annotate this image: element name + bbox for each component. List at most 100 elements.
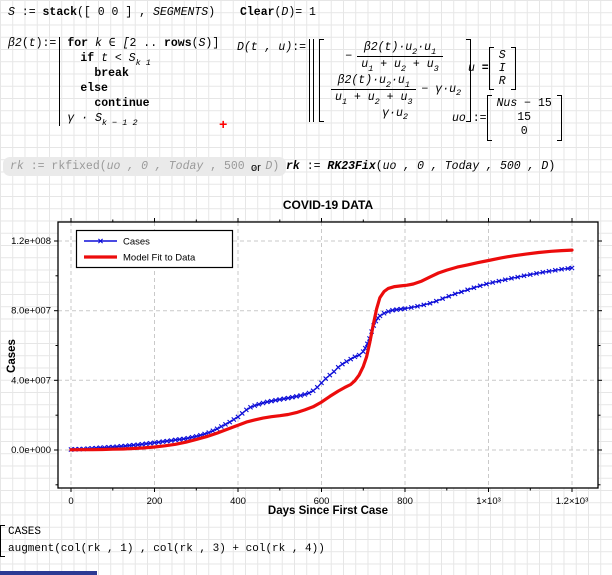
axis-ticks [54, 218, 602, 492]
x-tick-label: 400 [230, 496, 246, 507]
assign-op: := [14, 6, 43, 19]
expr: − 15 [517, 97, 552, 110]
expr-rk23fix[interactable]: rk := RK23Fix(uo , 0 , Today , 500 , D) [286, 160, 555, 173]
model-series-line [69, 248, 574, 452]
subscript: 1 [431, 46, 437, 57]
subscript: 1 [404, 79, 410, 90]
fn-rows: rows [164, 37, 192, 50]
row-nus: Nus − 15 [497, 97, 552, 111]
vector-literal: 0 0 [90, 6, 126, 19]
expr-rkfixed-disabled[interactable]: rk := rkfixed(uo , 0 , Today , 500 , D) [3, 157, 287, 176]
range: 2 .. [129, 37, 164, 50]
assign-op: := [299, 160, 328, 173]
var-S: S [128, 52, 136, 65]
var-uo: uo [452, 111, 466, 125]
program-line-return: γ · Sk − 1 2 [67, 112, 219, 128]
x-tick-label: 0 [68, 496, 73, 507]
expr: k ∈ [ [94, 37, 130, 50]
bracket-right [556, 95, 562, 141]
plot-trace-expressions[interactable]: CASES augment(col(rk , 1) , col(rk , 3) … [0, 525, 325, 557]
y-tick-label: 0.0e+000 [11, 445, 51, 456]
assign-op: := [465, 111, 487, 125]
expr-gamma-s: γ · S [67, 112, 102, 125]
matrix-subscript: k 1 [135, 57, 151, 68]
xy-plot-covid[interactable]: 0 200 400 600 800 1×10³ 1.2×10³ 0.0e+000 4.0e+00… [0, 196, 612, 526]
program-line-continue: continue [94, 97, 219, 111]
legend: Cases Model Fit to Data [75, 229, 234, 269]
ode-row-2: β2(t)·u2·u1 u1 + u2 + u3 − γ·u2 [329, 74, 462, 107]
expr-uo-vector[interactable]: uo := Nus − 15 15 0 [452, 95, 562, 141]
plus-glyph: + [219, 118, 228, 134]
trace-label-cases: CASES [8, 526, 42, 538]
subscript: 2 [402, 111, 408, 122]
var-u: u [335, 91, 342, 104]
paren: ([ [77, 6, 91, 19]
subscript: 2 [456, 88, 462, 98]
bracket-left [488, 47, 494, 90]
var-beta2: β2 [8, 37, 22, 50]
paren: ( [274, 6, 282, 19]
chart-title: COVID-19 DATA [283, 198, 374, 212]
var-D: D [541, 160, 549, 173]
var-u: u [468, 62, 475, 75]
plot-frame [57, 221, 599, 489]
program-line-for: for k ∈ [2 .. rows(S)] [67, 37, 219, 51]
expr-s-stack[interactable]: S := stack([ 0 0 ] , SEGMENTS) [8, 6, 215, 19]
var-segments: SEGMENTS [152, 6, 209, 19]
selection-bar[interactable] [0, 571, 97, 575]
args: (t , u) [243, 41, 293, 54]
kw-break: break [94, 67, 129, 80]
expr: ·u [417, 41, 432, 54]
var-today: Today [168, 160, 204, 173]
program-line-break: break [94, 67, 219, 81]
subscript: 2 [412, 46, 418, 57]
subscript: 2 [385, 79, 392, 90]
expr: (t)·u [377, 41, 413, 54]
result-vector: − β2(t)·u2·u1 u1 + u2 + u3 β2(t)·u2·u1 u… [319, 39, 472, 122]
matrix-subscript: k − 1 2 [101, 117, 138, 128]
subscript: 2 [400, 63, 407, 74]
kw-for: for [67, 37, 95, 50]
paren: ( [99, 160, 107, 173]
minus-op: − [345, 50, 353, 63]
var-today: Today [444, 160, 480, 173]
x-tick-label: 800 [397, 496, 413, 507]
expr: t < [101, 52, 129, 65]
var-S: S [198, 37, 206, 50]
equals-op: = [295, 6, 310, 19]
program-bar [313, 39, 317, 122]
fraction: β2(t)·u2·u1 u1 + u2 + u3 [331, 74, 417, 107]
kw-continue: continue [94, 97, 150, 110]
x-tick-label: 1×10³ [476, 496, 501, 507]
expr: + u [347, 91, 375, 104]
var-R: R [498, 75, 506, 88]
fn-clear: Clear [240, 6, 275, 19]
expr-d-system[interactable]: D(t , u):= − β2(t)·u2·u1 u1 + u2 + u3 β2… [237, 39, 472, 122]
x-tick-label: 200 [147, 496, 163, 507]
paren: ) [288, 6, 296, 19]
bracket-right [510, 47, 516, 90]
expr-beta2-program[interactable]: β2(t):= for k ∈ [2 .. rows(S)] if t < Sk… [8, 37, 219, 128]
bracket-left [319, 39, 325, 122]
var-D: D [281, 6, 289, 19]
program-line-else: else [80, 82, 219, 96]
program-bar [309, 39, 313, 122]
row-0: 0 [520, 125, 528, 138]
or-label: or [251, 162, 261, 174]
fn-rk23fix: RK23Fix [327, 160, 376, 173]
expr: + u [379, 91, 408, 104]
expr-clear-d[interactable]: Clear(D)= 1 [240, 6, 316, 19]
x-tick-label: 1.2×10³ [556, 496, 589, 507]
bracket-left [486, 95, 492, 141]
y-axis-title: Cases [6, 339, 18, 373]
program-block: for k ∈ [2 .. rows(S)] if t < Sk 1 break… [59, 37, 219, 128]
expr-u-vector[interactable]: u = S I R [468, 47, 516, 90]
assign-op: := [23, 160, 52, 173]
expr: + u [373, 58, 401, 71]
legend-cases-marker [98, 238, 103, 244]
paren: ) [208, 6, 216, 19]
text-or[interactable]: or [251, 162, 261, 174]
assign-op: := [292, 41, 307, 54]
expr-gamma-u: γ·u [382, 107, 403, 120]
crosshair-cursor[interactable]: + [219, 118, 228, 134]
